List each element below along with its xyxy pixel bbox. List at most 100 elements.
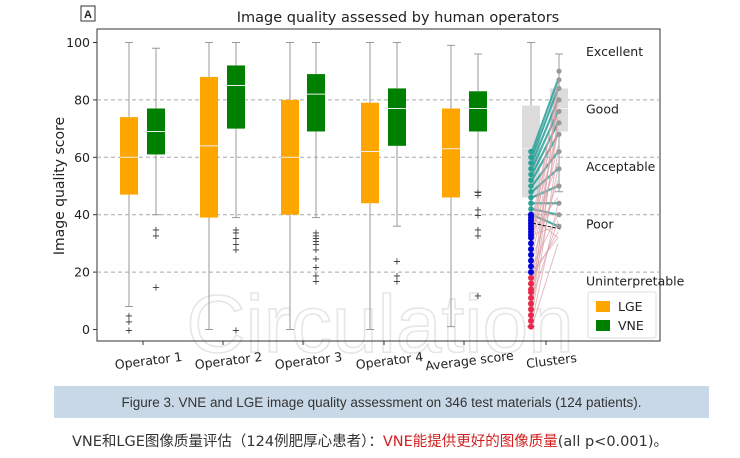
outlier-marker: + [232, 234, 240, 245]
cluster-point-vne [556, 68, 562, 74]
cluster-point-vne [556, 183, 562, 189]
outlier-marker: + [152, 225, 160, 236]
plot-frame [96, 28, 661, 342]
quality-level-label: Uninterpretable [586, 274, 685, 289]
panel-label-text: A [84, 9, 92, 21]
footnote: VNE和LGE图像质量评估（124例肥厚心患者）： VNE能提供更好的图像质量 (… [0, 428, 740, 452]
cluster-point-vne [556, 97, 562, 103]
cluster-connection [531, 231, 559, 279]
chart-title: Image quality assessed by human operator… [237, 10, 560, 26]
outlier-marker: + [312, 234, 320, 245]
cluster-point [528, 171, 534, 178]
cluster-connection [531, 117, 559, 310]
outlier-marker: + [312, 277, 320, 288]
caption-text: Figure 3. VNE and LGE image quality asse… [121, 394, 642, 410]
outlier-marker: + [312, 271, 320, 282]
cluster-connection [531, 128, 559, 290]
lge-box [442, 44, 460, 328]
outlier-marker: + [232, 245, 240, 256]
vne-box: ++++++++++ [307, 42, 325, 288]
cluster-point-vne [556, 131, 562, 137]
cluster-point-vne [556, 108, 562, 114]
outlier-marker: + [393, 257, 401, 268]
cluster-point-uninterpretable [528, 286, 534, 293]
lge-box [200, 42, 218, 330]
footnote-prefix: VNE和LGE图像质量评估（124例肥厚心患者）： [72, 433, 383, 450]
box [200, 76, 218, 218]
cluster-point-uninterpretable [528, 306, 534, 313]
outlier-marker: + [393, 277, 401, 288]
cluster-connection [531, 96, 559, 284]
quality-level-label: Good [586, 102, 619, 117]
outlier-marker: + [474, 211, 482, 222]
cluster-connection [531, 243, 559, 327]
outlier-marker: + [312, 239, 320, 250]
box [469, 91, 487, 132]
y-tick-label: 0 [82, 322, 90, 337]
box [120, 117, 138, 195]
cluster-point-uninterpretable [528, 317, 534, 324]
panel-label: A [80, 5, 96, 22]
cluster-point-vne [556, 212, 562, 218]
outlier-marker: + [232, 326, 240, 337]
cluster-connection [531, 220, 559, 299]
outlier-marker: + [232, 239, 240, 250]
y-tick-label: 80 [74, 92, 90, 107]
lge-box [281, 42, 299, 330]
cluster-point-poor [528, 240, 534, 247]
outlier-marker: + [125, 326, 133, 337]
lge-box [361, 42, 379, 330]
cluster-connection [531, 203, 559, 321]
cluster-connection [531, 91, 559, 221]
quality-level-label: Poor [586, 216, 614, 231]
quality-level-label: Acceptable [586, 159, 656, 174]
lge-box: +++ [120, 42, 138, 337]
cluster-connection [531, 88, 559, 304]
cluster-point-vne [556, 223, 562, 229]
box [388, 88, 406, 146]
outlier-marker: + [474, 231, 482, 242]
cluster-point [528, 183, 534, 189]
outlier-marker: + [393, 271, 401, 282]
cluster-point-uninterpretable [528, 280, 534, 287]
outlier-marker: + [312, 262, 320, 273]
vne-box: ++++++ [227, 42, 245, 337]
cluster-point [528, 200, 534, 207]
box [227, 65, 245, 129]
watermark: Circulation [186, 279, 573, 370]
cluster-point [528, 148, 534, 155]
footnote-highlight: VNE能提供更好的图像质量 [382, 433, 558, 450]
cluster-point [528, 194, 534, 201]
y-tick-label: 60 [74, 150, 90, 165]
legend-label: VNE [618, 318, 644, 333]
outlier-marker: + [474, 188, 482, 199]
legend-swatch [596, 320, 610, 331]
outlier-marker: + [125, 311, 133, 322]
outlier-marker: + [312, 254, 320, 265]
cluster-point-vne [556, 148, 562, 155]
cluster-point-uninterpretable [528, 323, 534, 330]
outlier-marker: + [125, 317, 133, 328]
legend-swatch [596, 301, 610, 312]
outlier-marker: + [232, 225, 240, 236]
quality-level-label: Excellent [586, 44, 643, 59]
y-tick-label: 40 [74, 207, 90, 222]
cluster-point-uninterpretable [528, 300, 534, 307]
box [361, 102, 379, 204]
x-tick-label: Clusters [525, 350, 577, 371]
cluster-point-poor [528, 246, 534, 253]
outlier-marker: + [474, 291, 482, 302]
legend-label: LGE [618, 299, 643, 314]
cluster-point [528, 160, 534, 166]
cluster-point-vne [556, 120, 562, 126]
cluster-point-poor [528, 251, 534, 258]
vne-box: +++ [388, 42, 406, 288]
cluster-point-poor [528, 211, 534, 218]
cluster-point-poor [528, 269, 534, 276]
chart-figure: Circulation 0 20 40 60 80 100 Excellent Good Acc… [52, 5, 685, 374]
outlier-marker: + [474, 205, 482, 216]
outlier-marker: + [232, 228, 240, 239]
outlier-marker: + [312, 231, 320, 242]
cluster-point-poor [528, 263, 534, 270]
vne-box: +++ [147, 47, 165, 293]
